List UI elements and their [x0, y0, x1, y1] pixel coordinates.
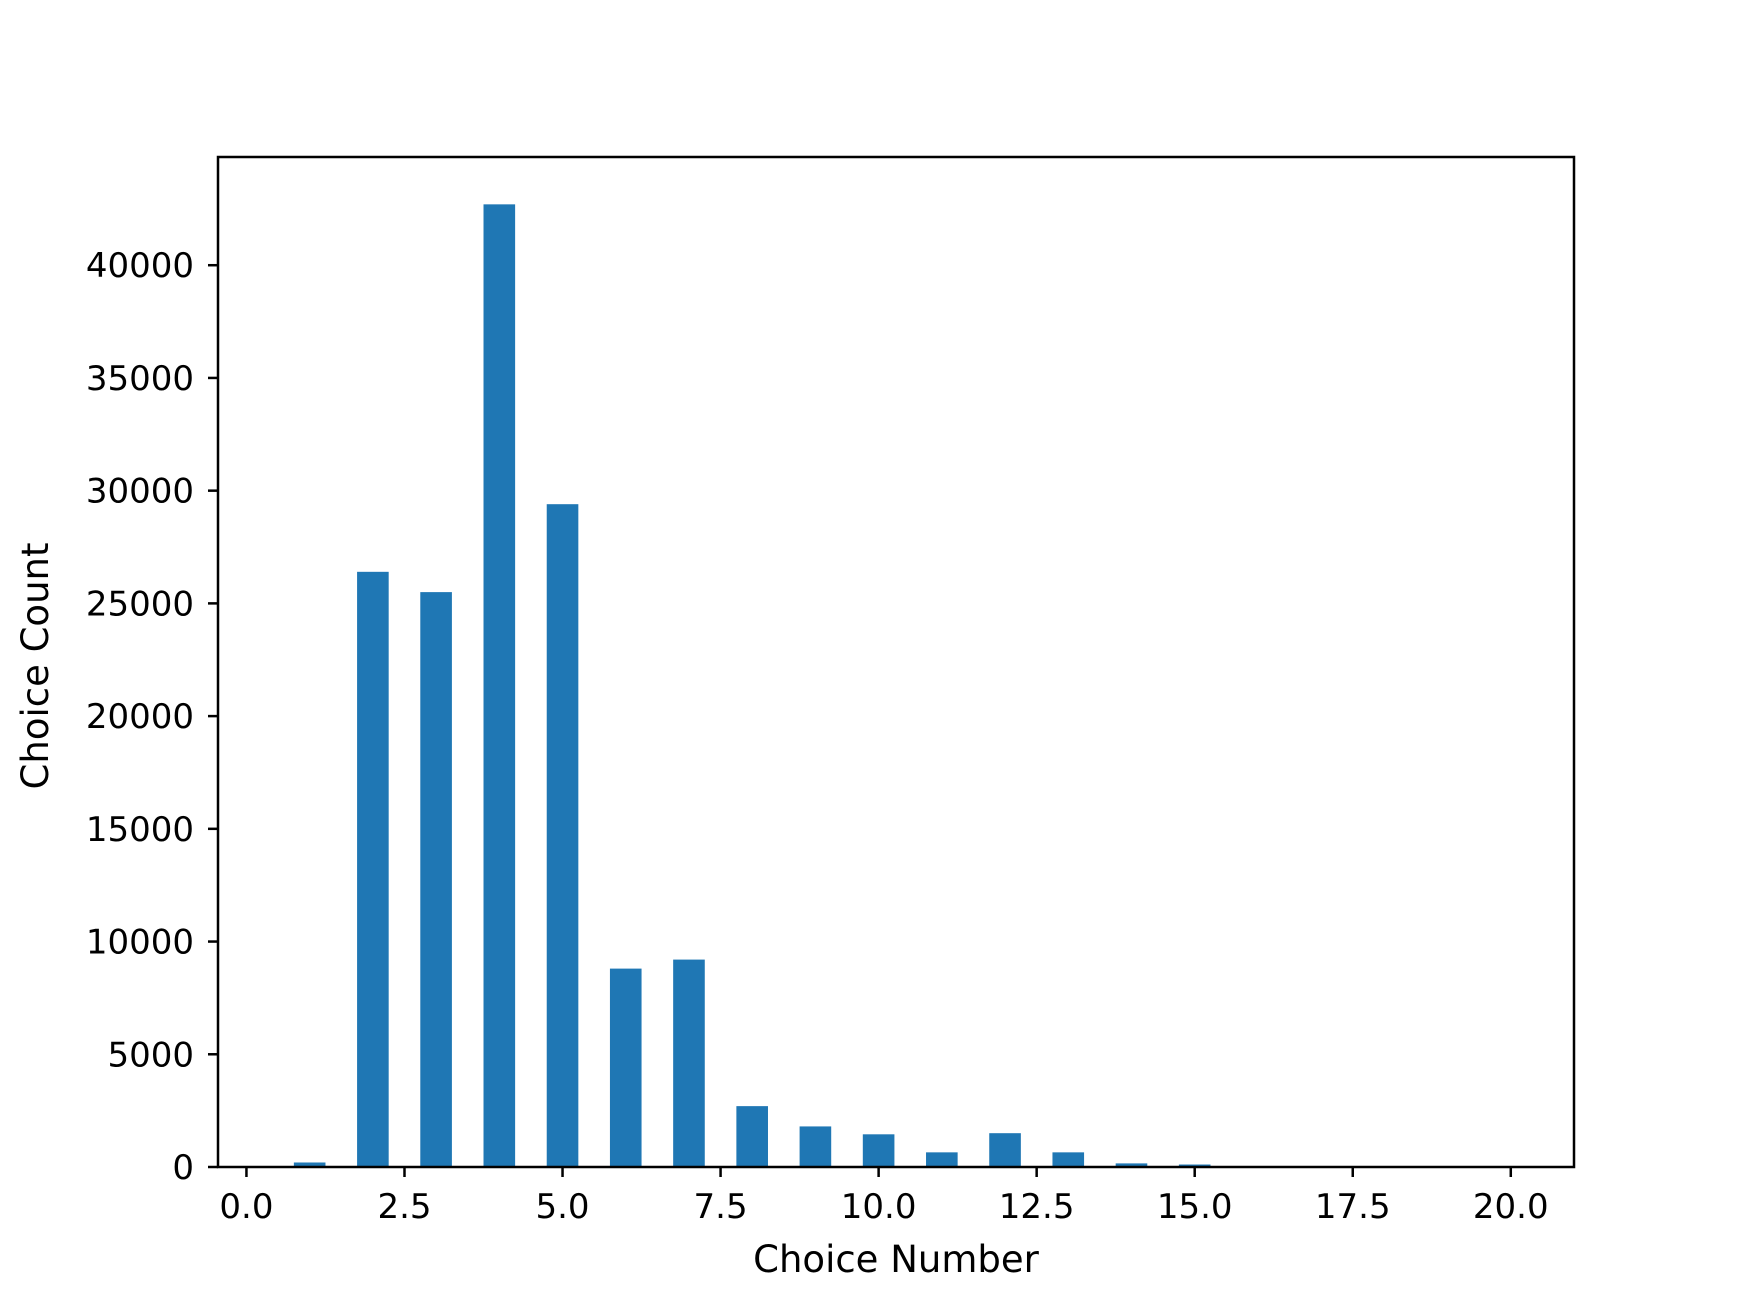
y-tick-label: 0: [172, 1148, 194, 1188]
x-tick-label: 12.5: [999, 1187, 1075, 1227]
y-tick-label: 15000: [86, 810, 194, 850]
bars-group: [294, 204, 1527, 1167]
bar-5: [547, 504, 579, 1167]
y-tick-label: 30000: [86, 472, 194, 512]
y-axis-ticks: 0 5000 10000 15000 20000 25000 30000 35000 40000: [86, 246, 218, 1188]
bar-11: [926, 1152, 958, 1167]
x-tick-label: 2.5: [377, 1187, 431, 1227]
y-axis-label: Choice Count: [14, 543, 57, 790]
x-tick-label: 5.0: [535, 1187, 589, 1227]
bar-10: [863, 1134, 895, 1167]
y-tick-label: 40000: [86, 246, 194, 286]
bar-13: [1052, 1152, 1084, 1167]
bar-6: [610, 969, 642, 1167]
bar-12: [989, 1133, 1021, 1167]
x-tick-label: 0.0: [219, 1187, 273, 1227]
bar-9: [800, 1126, 832, 1167]
x-axis-ticks: 0.0 2.5 5.0 7.5 10.0 12.5 15.0 17.5 20.0: [219, 1167, 1548, 1227]
y-tick-label: 10000: [86, 923, 194, 963]
x-tick-label: 15.0: [1157, 1187, 1233, 1227]
x-tick-label: 7.5: [694, 1187, 748, 1227]
y-tick-label: 35000: [86, 359, 194, 399]
x-tick-label: 17.5: [1315, 1187, 1391, 1227]
y-tick-label: 5000: [107, 1035, 194, 1075]
bar-2: [357, 572, 389, 1167]
y-tick-label: 25000: [86, 584, 194, 624]
bar-4: [484, 204, 516, 1167]
x-axis-label: Choice Number: [753, 1238, 1039, 1281]
y-tick-label: 20000: [86, 697, 194, 737]
x-tick-label: 10.0: [841, 1187, 917, 1227]
bar-3: [420, 592, 452, 1167]
bar-7: [673, 960, 705, 1167]
bar-8: [736, 1106, 768, 1167]
x-tick-label: 20.0: [1473, 1187, 1549, 1227]
